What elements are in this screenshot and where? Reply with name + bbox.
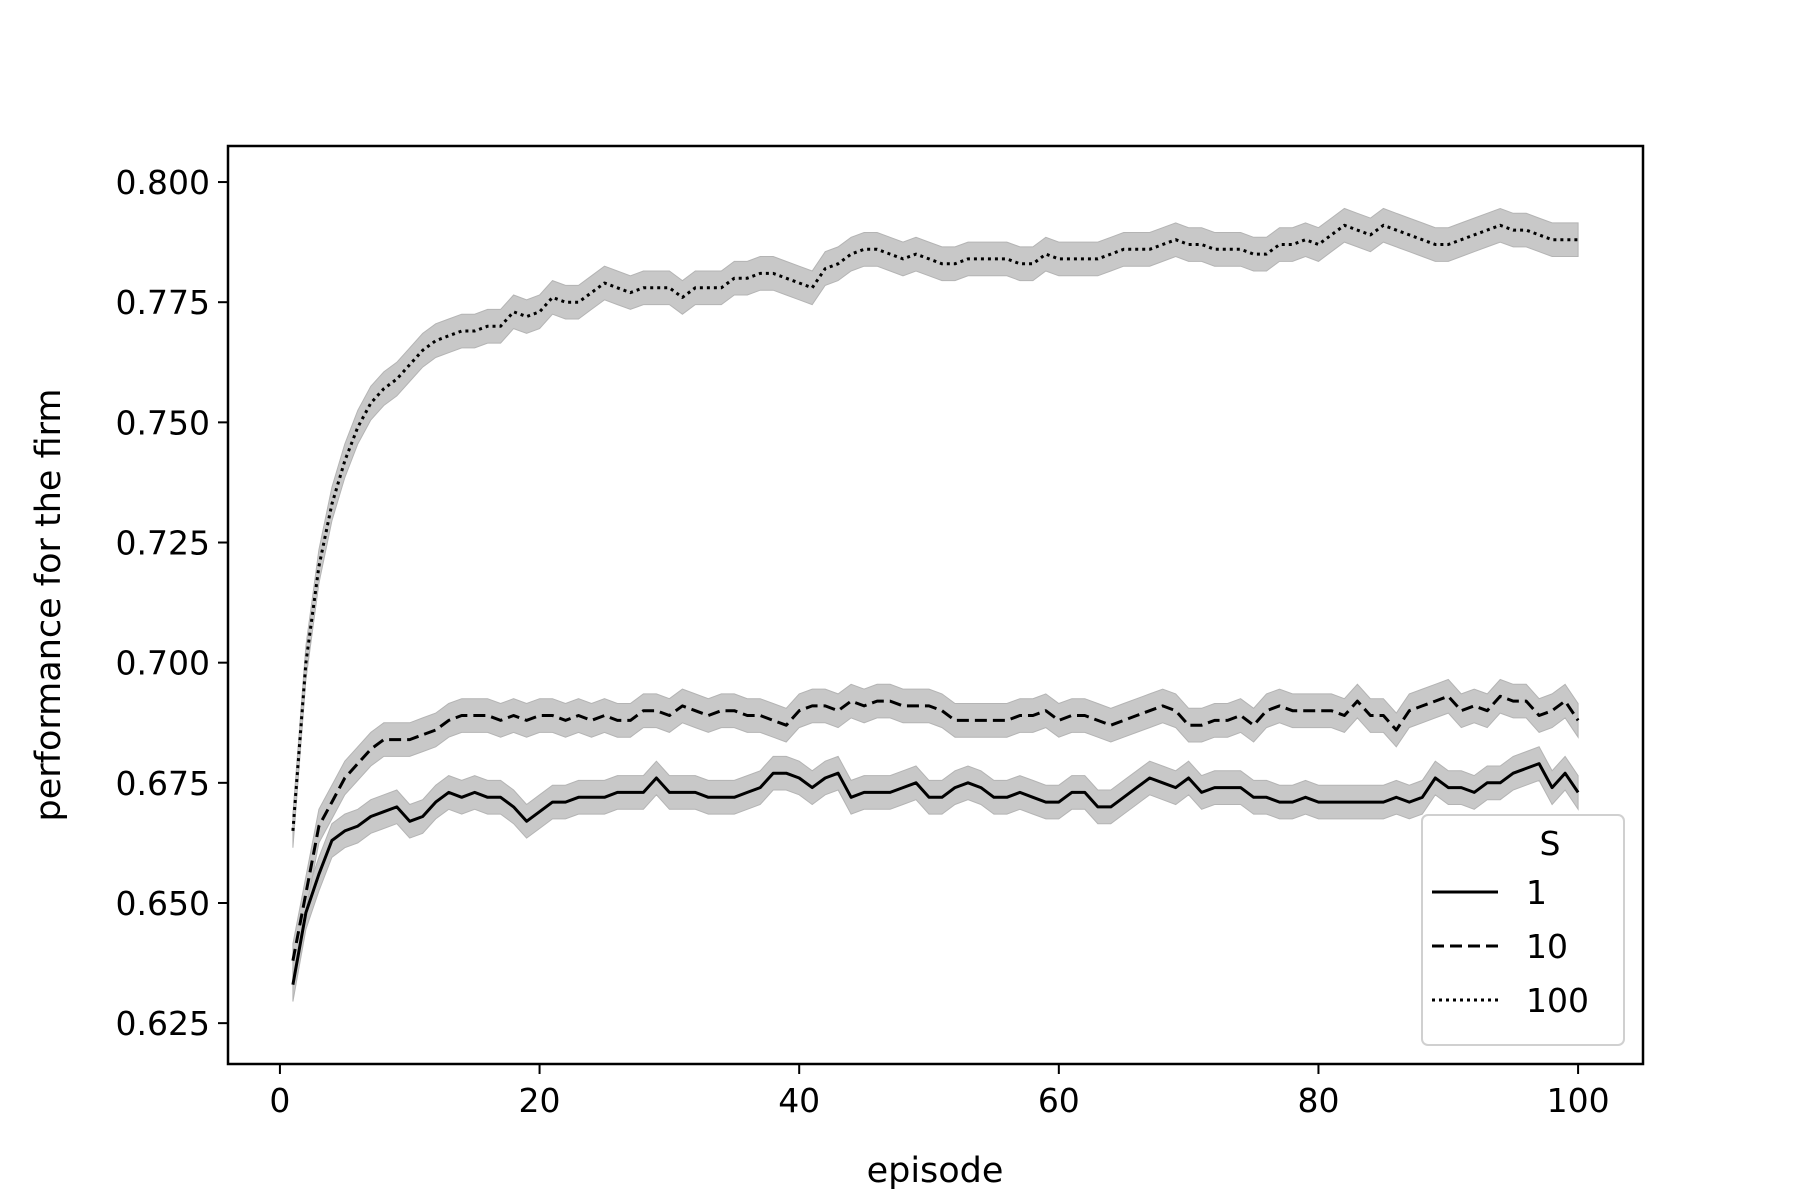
legend-label-1: 1 (1526, 873, 1547, 912)
x-tick-label: 100 (1547, 1081, 1610, 1120)
y-axis-ticks: 0.625 0.650 0.675 0.700 0.725 0.750 0.775 0.800 (116, 163, 228, 1043)
legend-box (1421, 814, 1625, 1046)
y-tick-label: 0.800 (116, 163, 210, 202)
y-tick-label: 0.675 (116, 764, 210, 803)
band-series-100 (292, 207, 1579, 848)
x-tick-label: 80 (1297, 1081, 1339, 1120)
y-tick-label: 0.775 (116, 283, 210, 322)
series-lines (291, 223, 1580, 985)
x-tick-label: 60 (1038, 1081, 1080, 1120)
x-tick-label: 40 (778, 1081, 820, 1120)
confidence-bands (292, 207, 1579, 1002)
legend-label-10: 10 (1526, 927, 1568, 966)
line-series-1 (291, 762, 1580, 985)
x-tick-label: 20 (519, 1081, 561, 1120)
line-series-100 (291, 223, 1579, 832)
legend-label-100: 100 (1526, 981, 1589, 1020)
y-axis-label: performance for the firm (29, 388, 69, 821)
x-axis-ticks: 0 20 40 60 80 100 (269, 1064, 1610, 1120)
y-tick-label: 0.725 (116, 524, 210, 563)
x-axis-label: episode (867, 1151, 1004, 1191)
band-series-1 (292, 746, 1579, 1002)
y-tick-label: 0.750 (116, 403, 210, 442)
plot-frame (226, 144, 1645, 1066)
y-tick-label: 0.650 (116, 884, 210, 923)
y-tick-label: 0.625 (116, 1004, 210, 1043)
y-tick-label: 0.700 (116, 644, 210, 683)
line-series-10 (291, 694, 1580, 961)
legend-title: S (1540, 824, 1561, 863)
band-series-10 (292, 678, 1579, 978)
legend-items: 1 10 100 (1432, 873, 1589, 1020)
legend: S 1 10 100 (1421, 814, 1625, 1046)
x-tick-label: 0 (269, 1081, 290, 1120)
